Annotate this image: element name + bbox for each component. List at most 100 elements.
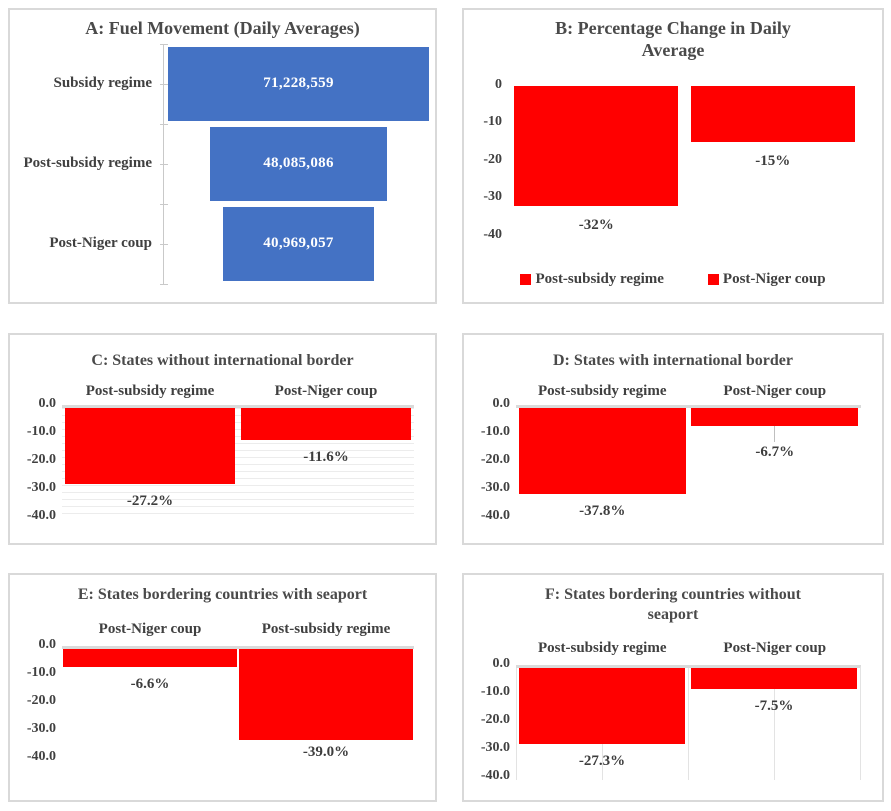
category-cell: -6.6%	[62, 648, 238, 761]
legend-label: Post-subsidy regime	[535, 271, 664, 287]
legend: Post-subsidy regime Post-Niger coup	[464, 271, 882, 288]
data-label: -39.0%	[302, 743, 350, 760]
bar-post-niger-coup	[690, 85, 855, 143]
chart-body: 0.0 -10.0 -20.0 -30.0 -40.0 -37.8% -6.7%	[464, 396, 882, 523]
bar-post-niger-coup	[240, 407, 412, 440]
y-tick: -10.0	[26, 423, 56, 439]
bar-post-subsidy-regime	[518, 668, 686, 745]
bar-post-subsidy-regime	[514, 85, 679, 206]
y-axis: 0.0 -10.0 -20.0 -30.0 -40.0	[464, 656, 516, 783]
data-label: -7.5%	[754, 698, 794, 715]
y-axis: 0.0 -10.0 -20.0 -30.0 -40.0	[464, 396, 516, 523]
chart-title: A: Fuel Movement (Daily Averages)	[85, 18, 360, 38]
legend-item: Post-Niger coup	[707, 271, 826, 288]
y-tick: -20.0	[26, 451, 56, 467]
category-cell: -15%	[685, 85, 862, 236]
data-label: -6.6%	[130, 675, 170, 692]
y-tick: -40.0	[480, 768, 510, 784]
panel-e-border-seaport: E: States bordering countries with seapo…	[8, 573, 437, 802]
plot-area: Subsidy regime Post-subsidy regime Post-…	[10, 43, 435, 285]
legend-marker-icon	[520, 274, 532, 285]
y-axis: 0.0 -10.0 -20.0 -30.0 -40.0	[10, 396, 62, 523]
bar-value-label: 71,228,559	[263, 75, 334, 92]
chart-body: 0.0 -10.0 -20.0 -30.0 -40.0 -27.3% -7.5%	[464, 656, 882, 783]
y-tick: -10.0	[480, 423, 510, 439]
funnel-row: 71,228,559	[168, 44, 429, 124]
plot-area: -27.2% -11.6%	[62, 404, 414, 520]
y-tick: -20.0	[26, 692, 56, 708]
chart-title: C: States without international border	[91, 352, 354, 369]
bar-post-niger-coup	[62, 648, 238, 667]
category-label: Subsidy regime	[53, 75, 153, 92]
category-labels: Post-subsidy regime Post-Niger coup	[516, 383, 861, 400]
category-cell: -39.0%	[238, 648, 414, 761]
bar-post-niger-coup	[691, 407, 859, 427]
legend-marker-icon	[707, 274, 719, 285]
y-tick: -10.0	[480, 684, 510, 700]
plot-area: -27.3% -7.5%	[516, 665, 861, 781]
panel-c-no-intl-border: C: States without international border P…	[8, 333, 437, 545]
y-axis: 0.0 -10.0 -20.0 -30.0 -40.0	[10, 637, 62, 764]
legend-label: Post-Niger coup	[722, 271, 826, 287]
plot-area: -6.6% -39.0%	[62, 645, 414, 761]
plot-area: -37.8% -6.7%	[516, 404, 862, 520]
chart-title: F: States bordering countries without se…	[545, 586, 801, 623]
bar-post-niger-coup: 40,969,057	[223, 206, 374, 281]
category-label: Post-subsidy regime	[538, 382, 667, 399]
axis-line	[160, 43, 168, 285]
funnel-row: 40,969,057	[168, 204, 429, 284]
category-label: Post-Niger coup	[723, 382, 827, 399]
data-label: -32%	[578, 216, 614, 233]
funnel-bars: 71,228,559 48,085,086 40,969,057	[168, 44, 429, 285]
category-cell: -32%	[508, 85, 685, 236]
bar-value-label: 40,969,057	[263, 235, 334, 252]
data-label: -27.3%	[578, 753, 626, 770]
bar-post-niger-coup	[690, 668, 858, 690]
y-tick: 0.0	[38, 636, 57, 652]
category-cell: -11.6%	[238, 407, 414, 520]
category-label: Post-Niger coup	[98, 620, 202, 637]
category-cell: -27.3%	[516, 668, 688, 780]
panel-d-intl-border: D: States with international border Post…	[462, 333, 884, 545]
category-label: Post-Niger coup	[274, 382, 378, 399]
data-label: -27.2%	[126, 492, 174, 509]
panel-f-border-no-seaport: F: States bordering countries without se…	[462, 573, 884, 802]
category-label: Post-subsidy regime	[85, 382, 215, 399]
data-label: -6.7%	[755, 444, 795, 461]
bar-post-subsidy-regime	[238, 648, 414, 740]
y-tick: -20.0	[480, 451, 510, 467]
chart-body: 0.0 -10.0 -20.0 -30.0 -40.0 -6.6% -39.0%	[10, 637, 435, 764]
category-labels: Post-Niger coup Post-subsidy regime	[62, 621, 414, 638]
funnel-row: 48,085,086	[168, 124, 429, 204]
chart-title: B: Percentage Change in Daily Average	[555, 18, 791, 60]
chart-title: D: States with international border	[553, 352, 793, 369]
y-tick: 0	[495, 77, 502, 93]
y-tick: -20.0	[480, 712, 510, 728]
y-tick: -40.0	[480, 507, 510, 523]
y-tick: -20	[483, 152, 502, 168]
category-label: Post-Niger coup	[723, 640, 827, 657]
y-tick: -40.0	[26, 748, 56, 764]
bar-post-subsidy-regime: 48,085,086	[210, 126, 387, 201]
category-cell: -27.2%	[62, 407, 238, 520]
category-cell: -6.7%	[689, 407, 862, 520]
chart-body: 0.0 -10.0 -20.0 -30.0 -40.0 -27.2% -11.6…	[10, 396, 435, 523]
category-label: Post-subsidy regime	[23, 155, 152, 172]
panel-a-fuel-movement: A: Fuel Movement (Daily Averages) Subsid…	[8, 8, 437, 304]
bar-post-subsidy-regime	[518, 407, 686, 494]
category-cell: -37.8%	[516, 407, 689, 520]
chart-title: E: States bordering countries with seapo…	[77, 586, 368, 603]
category-cell: -7.5%	[688, 668, 860, 780]
panel-b-percentage-change: B: Percentage Change in Daily Average 0 …	[462, 8, 884, 304]
bar-value-label: 48,085,086	[263, 155, 334, 172]
y-tick: 0.0	[38, 395, 57, 411]
category-labels: Post-subsidy regime Post-Niger coup	[516, 640, 861, 657]
y-tick: -10	[483, 114, 502, 130]
y-tick: -30.0	[26, 479, 56, 495]
y-tick: -30.0	[26, 720, 56, 736]
category-axis: Subsidy regime Post-subsidy regime Post-…	[10, 44, 160, 285]
y-tick: -40	[483, 227, 502, 243]
y-tick: -10.0	[26, 664, 56, 680]
chart-body: 0 -10 -20 -30 -40 -32% -15%	[464, 77, 882, 242]
data-label: -37.8%	[579, 502, 626, 519]
